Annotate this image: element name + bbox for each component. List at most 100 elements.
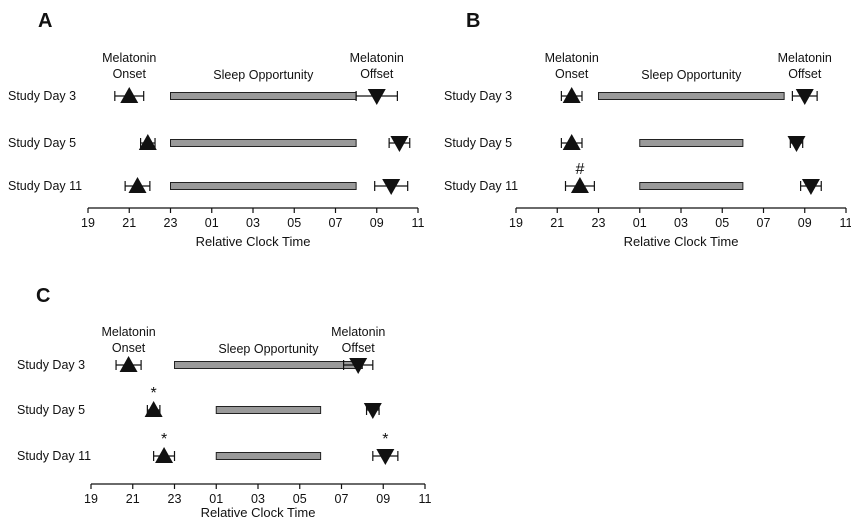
panel-letter: B <box>466 10 480 32</box>
sleep-opportunity-bar <box>170 182 357 190</box>
study-day-row: Study Day 3 <box>17 356 374 374</box>
sleep-opportunity-label: Sleep Opportunity <box>218 342 319 356</box>
onset-label: Onset <box>112 341 146 355</box>
sleep-opportunity-label: Sleep Opportunity <box>641 68 742 82</box>
melatonin-offset-marker <box>367 89 386 105</box>
melatonin-offset-marker <box>382 179 401 195</box>
sleep-opportunity-bar <box>215 406 322 414</box>
melatonin-offset-marker <box>795 89 814 105</box>
significance-mark: # <box>575 161 584 178</box>
x-tick-label: 03 <box>246 216 260 230</box>
row-label: Study Day 11 <box>17 449 91 463</box>
offset-label: Offset <box>360 67 394 81</box>
melatonin-onset-marker <box>119 356 138 372</box>
offset-label: Melatonin <box>778 51 832 65</box>
x-tick-label: 09 <box>798 216 812 230</box>
onset-label: Melatonin <box>102 51 156 65</box>
melatonin-offset-marker <box>349 358 368 374</box>
x-tick-label: 03 <box>674 216 688 230</box>
x-tick-label: 01 <box>633 216 647 230</box>
melatonin-offset-marker <box>376 449 395 465</box>
row-label: Study Day 5 <box>8 136 76 150</box>
x-tick-label: 21 <box>550 216 564 230</box>
sleep-opportunity-bar <box>174 361 363 369</box>
sleep-opportunity-bar <box>215 452 322 460</box>
x-tick-label: 07 <box>329 216 343 230</box>
study-day-row: Study Day 11 * * <box>17 431 399 465</box>
sleep-opportunity-bar <box>170 92 357 100</box>
offset-label: Melatonin <box>350 51 404 65</box>
melatonin-offset-marker <box>363 403 382 419</box>
row-label: Study Day 11 <box>8 179 82 193</box>
panel-c: C Melatonin Onset Melatonin Offset Sleep Oppo… <box>17 285 432 520</box>
sleep-opportunity-bar <box>170 139 357 147</box>
melatonin-onset-marker <box>155 447 174 463</box>
study-day-row: Study Day 3 <box>8 87 398 105</box>
x-tick-label: 09 <box>370 216 384 230</box>
offset-label: Offset <box>342 341 376 355</box>
offset-label: Offset <box>788 67 822 81</box>
x-tick-label: 21 <box>122 216 136 230</box>
x-tick-label: 11 <box>840 216 851 230</box>
sleep-opportunity-label: Sleep Opportunity <box>213 68 314 82</box>
x-tick-label: 21 <box>126 492 140 506</box>
x-axis-label: Relative Clock Time <box>196 234 311 249</box>
sleep-opportunity-bar <box>598 92 785 100</box>
onset-label: Melatonin <box>101 325 155 339</box>
panel-b: B Melatonin Onset Melatonin Offset Sleep Oppo… <box>444 10 851 249</box>
x-tick-label: 05 <box>287 216 301 230</box>
melatonin-offset-marker <box>390 136 409 152</box>
x-tick-label: 19 <box>81 216 95 230</box>
sleep-opportunity-bar <box>639 139 744 147</box>
x-axis-label: Relative Clock Time <box>624 234 739 249</box>
row-label: Study Day 5 <box>17 403 85 417</box>
melatonin-onset-marker <box>562 134 581 150</box>
x-tick-label: 11 <box>412 216 425 230</box>
onset-label: Onset <box>113 67 147 81</box>
row-label: Study Day 3 <box>444 89 512 103</box>
significance-mark: * <box>151 385 157 402</box>
study-day-row: Study Day 11 # <box>444 161 822 195</box>
x-tick-label: 01 <box>209 492 223 506</box>
significance-mark: * <box>161 431 167 448</box>
melatonin-onset-marker <box>144 401 163 417</box>
row-label: Study Day 11 <box>444 179 518 193</box>
melatonin-onset-marker <box>570 177 589 193</box>
melatonin-onset-marker <box>120 87 139 103</box>
melatonin-onset-marker <box>138 134 157 150</box>
study-day-row: Study Day 11 <box>8 177 409 195</box>
study-day-row: Study Day 5 <box>8 134 411 152</box>
x-tick-label: 07 <box>335 492 349 506</box>
x-tick-label: 07 <box>757 216 771 230</box>
onset-label: Melatonin <box>545 51 599 65</box>
panel-letter: C <box>36 285 50 307</box>
melatonin-offset-marker <box>787 136 806 152</box>
row-label: Study Day 3 <box>8 89 76 103</box>
x-tick-label: 05 <box>715 216 729 230</box>
x-tick-label: 19 <box>84 492 98 506</box>
study-day-row: Study Day 3 <box>444 87 818 105</box>
x-tick-label: 19 <box>509 216 523 230</box>
melatonin-offset-marker <box>801 179 820 195</box>
x-tick-label: 11 <box>419 492 432 506</box>
study-day-row: Study Day 5 <box>444 134 806 152</box>
onset-label: Onset <box>555 67 589 81</box>
panel-letter: A <box>38 10 52 32</box>
offset-label: Melatonin <box>331 325 385 339</box>
significance-mark: * <box>382 431 388 448</box>
x-tick-label: 09 <box>376 492 390 506</box>
sleep-opportunity-bar <box>639 182 744 190</box>
x-tick-label: 23 <box>592 216 606 230</box>
x-axis-label: Relative Clock Time <box>201 505 316 520</box>
study-day-row: Study Day 5 * <box>17 385 382 419</box>
panel-a: A Melatonin Onset Melatonin Offset Sleep Oppo… <box>8 10 425 249</box>
x-tick-label: 03 <box>251 492 265 506</box>
melatonin-onset-marker <box>562 87 581 103</box>
row-label: Study Day 3 <box>17 358 85 372</box>
melatonin-onset-marker <box>128 177 147 193</box>
x-tick-label: 01 <box>205 216 219 230</box>
row-label: Study Day 5 <box>444 136 512 150</box>
x-tick-label: 23 <box>164 216 178 230</box>
x-tick-label: 05 <box>293 492 307 506</box>
